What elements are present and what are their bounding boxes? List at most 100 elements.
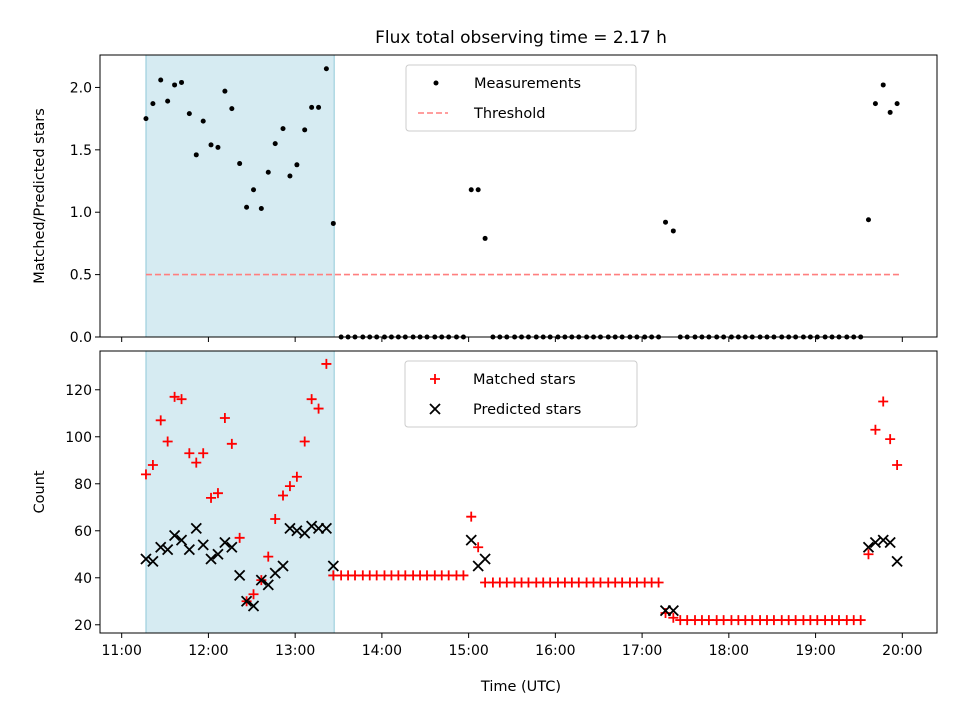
x-axis-label: Time (UTC)	[480, 679, 561, 695]
y-tick-label: 120	[65, 383, 92, 399]
measurement-point	[482, 235, 488, 241]
matched-star-point	[284, 481, 295, 492]
top-legend: Measurements Threshold	[405, 64, 637, 132]
matched-star-point	[313, 403, 324, 414]
matched-star-point	[226, 438, 237, 449]
matched-star-point	[270, 514, 281, 525]
y-tick-label: 60	[74, 524, 92, 540]
predicted-star-point	[255, 574, 267, 586]
x-tick-label: 15:00	[448, 643, 488, 659]
bottom-y-axis-label: Count	[32, 470, 48, 513]
measurement-point	[309, 104, 315, 110]
matched-star-point	[162, 436, 173, 447]
predicted-star-point	[247, 600, 260, 612]
measurement-point	[265, 169, 271, 175]
y-tick-label: 0.5	[70, 268, 92, 284]
measurement-point	[179, 79, 185, 85]
predicted-star-point	[183, 543, 195, 556]
y-tick-label: 1.5	[70, 143, 92, 159]
predicted-star-point	[140, 553, 152, 565]
bottom-series-1	[140, 358, 903, 626]
measurement-point	[208, 142, 214, 148]
predicted-star-point	[162, 543, 174, 556]
measurement-point	[158, 77, 164, 83]
matched-star-point	[885, 434, 896, 445]
matched-star-point	[668, 612, 679, 623]
measurement-point	[143, 116, 149, 122]
y-tick-label: 80	[74, 477, 92, 493]
measurement-point	[475, 187, 481, 193]
predicted-star-point	[667, 605, 679, 617]
measurement-point	[670, 228, 676, 234]
measurement-point	[887, 109, 893, 115]
predicted-star-point	[212, 548, 224, 560]
top-observing-window	[145, 54, 335, 338]
predicted-star-point	[277, 560, 289, 572]
y-tick-label: 100	[65, 430, 92, 446]
measurement-point	[287, 173, 293, 179]
measurement-point	[165, 98, 171, 104]
predicted-star-point	[147, 555, 159, 567]
predicted-star-point	[869, 536, 882, 549]
predicted-star-point	[465, 534, 477, 546]
measurement-point	[172, 82, 178, 88]
x-tick-label: 11:00	[102, 643, 142, 659]
matched-star-point	[458, 570, 469, 581]
y-tick-label: 2.0	[70, 80, 92, 96]
predicted-star-point	[226, 541, 238, 553]
measurement-point	[193, 152, 199, 158]
matched-star-point	[263, 551, 274, 562]
predicted-star-point	[190, 522, 202, 535]
legend-label: Predicted stars	[473, 402, 581, 418]
measurement-point	[258, 205, 264, 211]
matched-star-point	[291, 471, 302, 482]
legend-marker	[430, 374, 440, 384]
measurement-point	[237, 161, 243, 167]
measurement-point	[229, 106, 235, 112]
top-y-axis-label: Matched/Predicted stars	[32, 108, 48, 284]
x-tick-label: 20:00	[882, 643, 922, 659]
bottom-legend: Matched stars Predicted stars	[404, 360, 638, 428]
measurement-point	[251, 187, 257, 193]
y-tick-label: 40	[74, 571, 92, 587]
predicted-star-point	[197, 539, 209, 551]
matched-star-point	[892, 459, 903, 470]
matched-star-point	[278, 490, 289, 501]
measurement-point	[150, 101, 156, 107]
measurement-point	[323, 66, 329, 72]
bottom-observing-window	[145, 350, 335, 634]
bottom-axes-frame	[99, 350, 938, 634]
predicted-star-point	[155, 541, 167, 553]
predicted-star-point	[175, 534, 188, 546]
matched-star-point	[870, 424, 881, 435]
matched-star-point	[878, 396, 889, 407]
predicted-star-point	[284, 522, 296, 535]
matched-star-point	[299, 436, 310, 447]
measurement-point	[468, 187, 474, 193]
predicted-star-point	[262, 579, 274, 591]
matched-star-point	[140, 469, 151, 480]
measurement-point	[316, 104, 322, 110]
top-axes-frame	[99, 54, 938, 338]
matched-star-point	[855, 615, 866, 626]
matched-star-point	[206, 492, 217, 503]
legend-label: Measurements	[474, 76, 581, 92]
measurement-point	[244, 204, 250, 210]
x-tick-label: 14:00	[362, 643, 402, 659]
x-tick-label: 17:00	[622, 643, 662, 659]
measurement-point	[272, 141, 278, 147]
matched-star-point	[219, 412, 230, 423]
predicted-star-point	[877, 534, 889, 546]
bottom-series-2	[140, 520, 903, 617]
matched-star-point	[198, 448, 209, 459]
matched-star-point	[191, 457, 202, 468]
predicted-star-point	[327, 560, 339, 572]
predicted-star-point	[305, 520, 318, 532]
predicted-star-point	[891, 555, 903, 567]
x-tick-label: 18:00	[709, 643, 749, 659]
top-panel: 0.0 0.5 1.0 1.5 2.0 Matched/Predicted stars Me…	[32, 54, 938, 346]
x-tick-label: 16:00	[535, 643, 575, 659]
predicted-star-point	[479, 553, 491, 565]
x-tick-label: 19:00	[795, 643, 835, 659]
chart-title: Flux total observing time = 2.17 h	[375, 28, 667, 48]
